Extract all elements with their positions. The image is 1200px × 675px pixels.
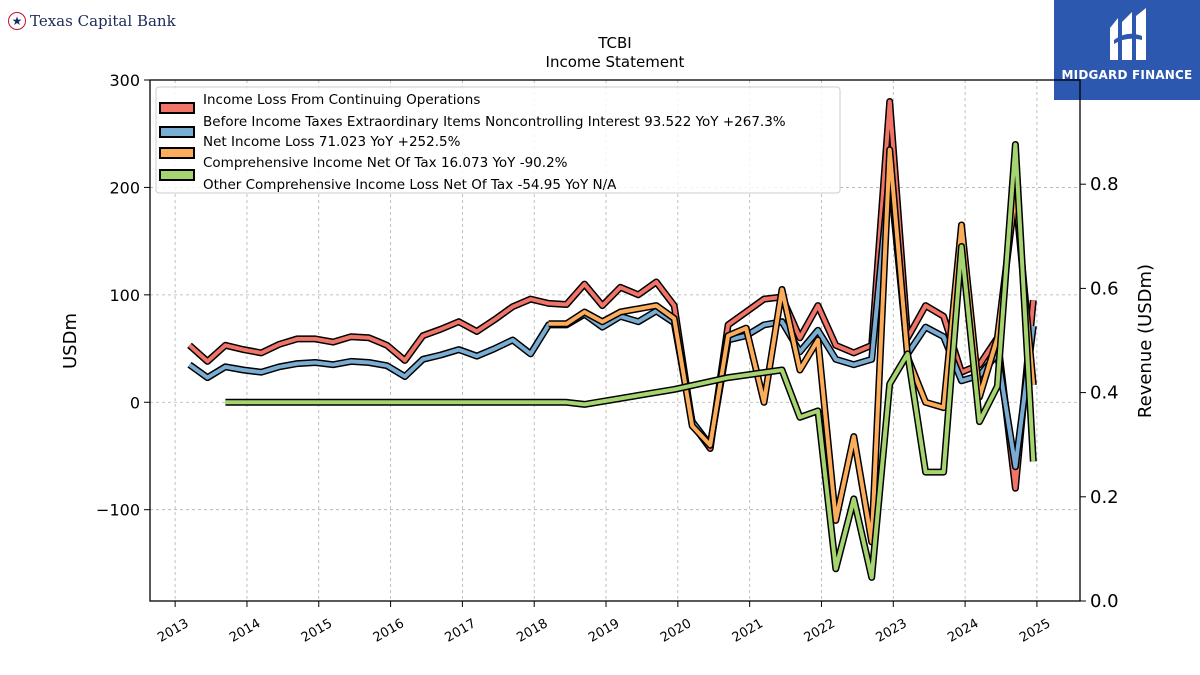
series-line [188,99,1036,491]
plot-frame [149,79,1081,602]
star-icon: ★ [8,12,26,30]
legend-label: Net Income Loss 71.023 YoY +252.5% [203,134,461,150]
x-tick-label: 2015 [299,616,335,646]
y-tick-label: 300 [109,71,140,90]
x-tick-label: 2024 [945,616,981,646]
y-right-tick-label: 0.0 [1090,591,1119,612]
x-tick-label: 2019 [586,616,622,646]
series-line [225,142,1036,580]
y-tick-label: −100 [96,501,140,520]
y-axis-label: USDm [60,313,81,369]
y-axis-label-right: Revenue (USDm) [1135,264,1156,418]
brand-name: Texas Capital Bank [30,12,176,30]
legend-frame [155,86,841,194]
legend-swatch [159,102,195,114]
y-right-tick-label: 0.4 [1090,383,1119,404]
legend-label: Income Loss From Continuing Operations [203,92,480,108]
x-tick-label: 2013 [155,616,191,646]
legend: Income Loss From Continuing Operations Be… [155,86,841,194]
chart-subtitle: Income Statement [546,53,685,71]
x-tick-label: 2022 [802,616,838,646]
x-tick-label: 2017 [443,616,479,646]
y-right-tick-label: 0.6 [1090,278,1119,299]
legend-label: Comprehensive Income Net Of Tax 16.073 Y… [203,155,568,171]
chart-title: TCBI [597,34,631,52]
y-tick-label: 200 [109,178,140,197]
legend-label: Other Comprehensive Income Loss Net Of T… [203,177,617,193]
x-tick-label: 2016 [371,616,407,646]
x-tick-label: 2018 [514,616,550,646]
midgard-logo: MIDGARD FINANCE [1054,0,1200,100]
y-tick-label: 100 [109,286,140,305]
series-outline [548,146,1037,546]
x-tick-label: 2023 [873,616,909,646]
x-tick-label: 2021 [730,616,766,646]
brand-logo: ★ Texas Capital Bank [8,12,176,30]
y-right-tick-label: 0.2 [1090,487,1119,508]
series-lines [187,98,1037,581]
y-right-tick-label: 0.8 [1090,174,1119,195]
legend-swatch [159,169,195,181]
legend-swatch [159,126,195,138]
y-tick-label: 0 [130,393,140,412]
midgard-emblem-icon [1110,8,1146,60]
x-tick-label: 2014 [227,616,263,646]
x-tick-label: 2020 [658,616,694,646]
legend-label: Before Income Taxes Extraordinary Items … [203,114,786,130]
legend-swatch [159,147,195,159]
logo-text: MIDGARD FINANCE [1061,68,1193,82]
x-tick-label: 2025 [1017,616,1053,646]
